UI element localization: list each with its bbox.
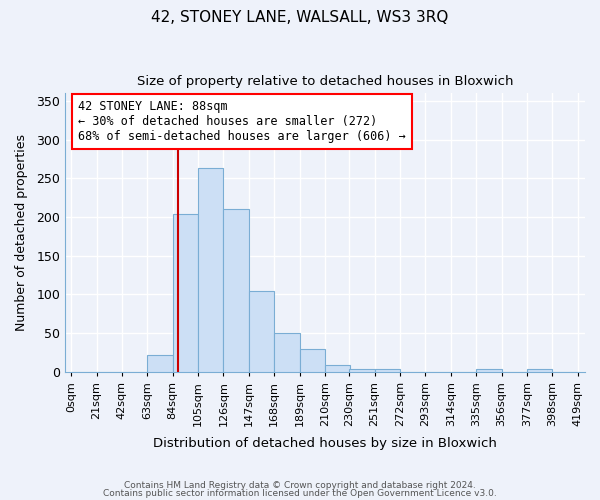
Text: Contains HM Land Registry data © Crown copyright and database right 2024.: Contains HM Land Registry data © Crown c…	[124, 481, 476, 490]
Bar	[147, 356, 173, 372]
Bar	[223, 210, 249, 372]
Bar	[173, 214, 198, 372]
Text: 42 STONEY LANE: 88sqm
← 30% of detached houses are smaller (272)
68% of semi-det: 42 STONEY LANE: 88sqm ← 30% of detached …	[78, 100, 406, 144]
Bar	[476, 370, 502, 372]
Bar	[374, 368, 400, 372]
Bar	[274, 333, 299, 372]
Y-axis label: Number of detached properties: Number of detached properties	[15, 134, 28, 331]
Bar	[299, 350, 325, 372]
X-axis label: Distribution of detached houses by size in Bloxwich: Distribution of detached houses by size …	[153, 437, 497, 450]
Bar	[198, 168, 223, 372]
Text: 42, STONEY LANE, WALSALL, WS3 3RQ: 42, STONEY LANE, WALSALL, WS3 3RQ	[151, 10, 449, 25]
Bar	[349, 370, 374, 372]
Title: Size of property relative to detached houses in Bloxwich: Size of property relative to detached ho…	[137, 75, 513, 88]
Bar	[325, 365, 350, 372]
Text: Contains public sector information licensed under the Open Government Licence v3: Contains public sector information licen…	[103, 488, 497, 498]
Bar	[527, 370, 553, 372]
Bar	[249, 292, 274, 372]
